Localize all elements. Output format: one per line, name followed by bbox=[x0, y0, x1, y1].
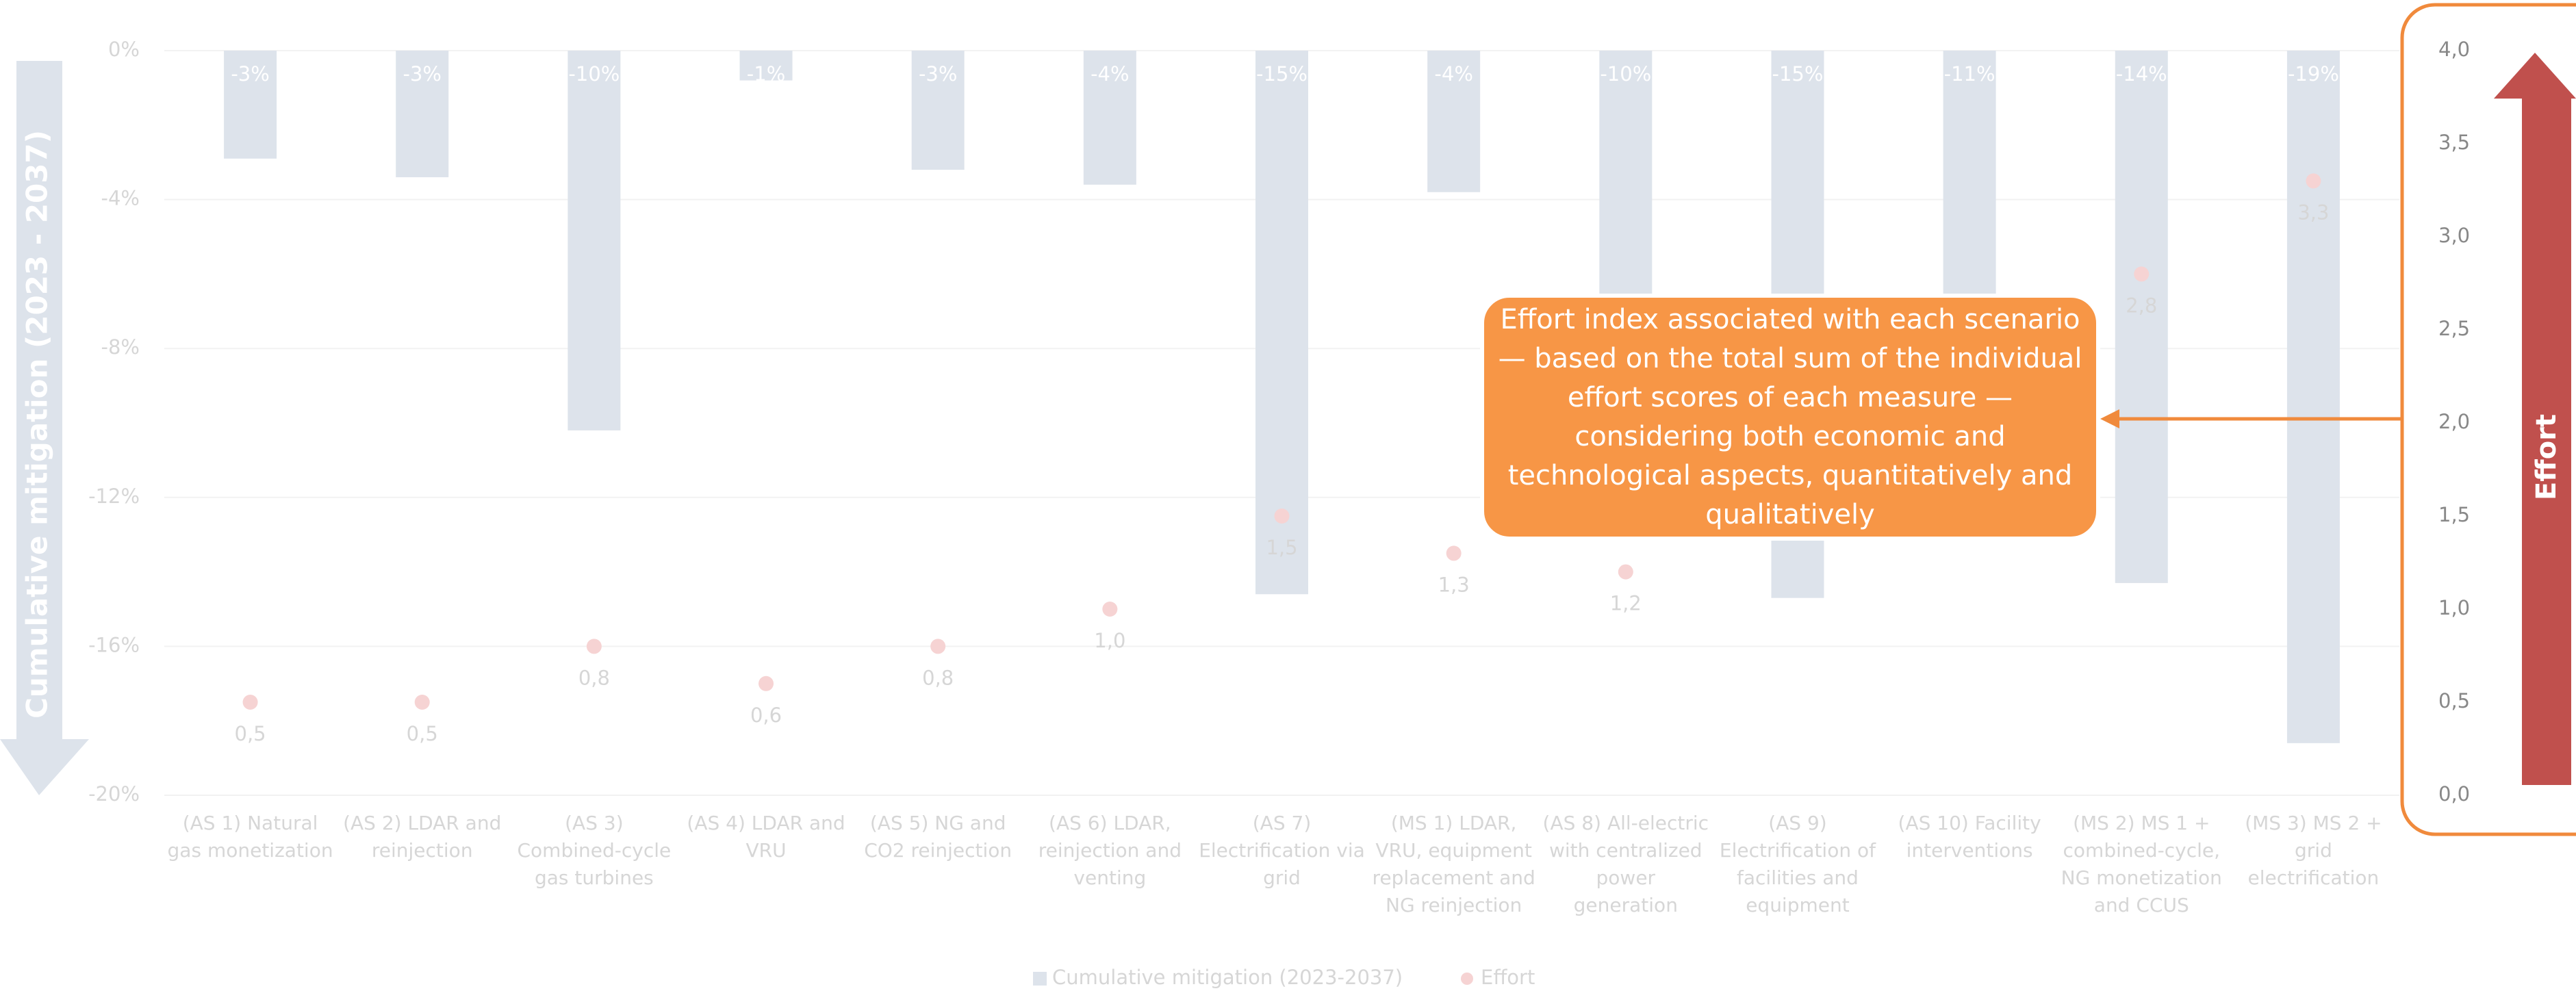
bar bbox=[1255, 51, 1308, 595]
callout-arrowhead bbox=[2100, 409, 2119, 428]
y2-tick-label: 1,5 bbox=[2438, 503, 2470, 526]
bar-value-label: -3% bbox=[919, 62, 957, 86]
y-tick-label: 0% bbox=[108, 38, 140, 61]
bar-value-label: -19% bbox=[2288, 62, 2339, 86]
y-axis-label: Cumulative mitigation (2023 - 2037) bbox=[21, 130, 54, 719]
y2-tick-label: 3,5 bbox=[2438, 131, 2470, 154]
x-tick-label: (MS 2) MS 1 + combined-cycle, NG monetiz… bbox=[2061, 812, 2222, 916]
y-tick-label: -16% bbox=[88, 633, 140, 656]
y-tick-label: -12% bbox=[88, 485, 140, 508]
y-tick-label: -8% bbox=[101, 335, 140, 359]
legend-swatch bbox=[1033, 972, 1047, 986]
effort-value-label: 0,5 bbox=[407, 722, 438, 745]
bar-value-label: -15% bbox=[1256, 62, 1308, 86]
y2-tick-label: 4,0 bbox=[2438, 38, 2470, 61]
left-arrow bbox=[0, 61, 89, 795]
y2-tick-label: 0,5 bbox=[2438, 689, 2470, 712]
legend-label: Effort bbox=[1481, 966, 1535, 989]
x-tick-label: (AS 8) All-electric with centralized pow… bbox=[1542, 812, 1709, 916]
x-tick-label: (AS 4) LDAR and VRU bbox=[687, 812, 845, 862]
bar-value-label: -4% bbox=[1091, 62, 1129, 86]
effort-point bbox=[758, 675, 774, 691]
effort-point bbox=[414, 695, 430, 710]
effort-point bbox=[1618, 564, 1633, 580]
y2-tick-label: 2,5 bbox=[2438, 317, 2470, 340]
x-tick-label: (MS 1) LDAR, VRU, equipment replacement … bbox=[1372, 812, 1535, 916]
effort-point bbox=[586, 639, 602, 654]
y2-axis-label: Effort bbox=[2531, 414, 2562, 500]
y-tick-label: -4% bbox=[101, 187, 140, 210]
callout: Effort index associated with each scenar… bbox=[1498, 303, 2082, 530]
effort-value-label: 3,3 bbox=[2297, 201, 2329, 224]
y-axis-arrow: Cumulative mitigation (2023 - 2037) bbox=[0, 61, 89, 795]
bar-value-label: -3% bbox=[231, 62, 269, 86]
bar-value-label: -10% bbox=[568, 62, 620, 86]
bar-value-label: -15% bbox=[1772, 62, 1824, 86]
y-tick-label: -20% bbox=[88, 782, 140, 806]
x-tick-label: (AS 3) Combined-cycle gas turbines bbox=[517, 812, 672, 889]
x-tick-label: (AS 9) Electrification of facilities and… bbox=[1719, 812, 1876, 916]
effort-value-label: 2,8 bbox=[2126, 294, 2157, 317]
bar bbox=[2286, 51, 2340, 743]
bar bbox=[739, 51, 793, 81]
bar bbox=[2115, 51, 2168, 583]
y2-tick-label: 2,0 bbox=[2438, 410, 2470, 433]
bar-value-label: -10% bbox=[1600, 62, 1651, 86]
effort-point bbox=[242, 695, 258, 710]
effort-value-label: 0,8 bbox=[578, 666, 610, 689]
bar bbox=[396, 51, 449, 177]
bar-value-label: -11% bbox=[1944, 62, 1995, 86]
bar-value-label: -1% bbox=[747, 62, 785, 86]
effort-point bbox=[2134, 266, 2150, 282]
effort-point bbox=[1446, 545, 1462, 561]
effort-value-label: 1,2 bbox=[1610, 592, 1642, 615]
effort-point bbox=[1274, 509, 1290, 524]
x-tick-label: (AS 6) LDAR, reinjection and venting bbox=[1038, 812, 1182, 889]
bar bbox=[1427, 51, 1481, 192]
x-tick-label: (AS 5) NG and CO2 reinjection bbox=[864, 812, 1012, 862]
x-tick-label: (AS 2) LDAR and reinjection bbox=[343, 812, 502, 862]
legend-label: Cumulative mitigation (2023-2037) bbox=[1052, 966, 1403, 989]
effort-value-label: 1,3 bbox=[1438, 573, 1470, 596]
x-tick-label: (AS 7) Electrification via grid bbox=[1199, 812, 1365, 889]
bar bbox=[224, 51, 277, 159]
bar bbox=[568, 51, 621, 430]
effort-value-label: 0,5 bbox=[235, 722, 266, 745]
bar bbox=[1083, 51, 1136, 185]
x-tick-label: (AS 10) Facility interventions bbox=[1898, 812, 2041, 862]
y2-tick-label: 0,0 bbox=[2438, 782, 2470, 806]
bar bbox=[911, 51, 965, 170]
annotation: Effort index associated with each scenar… bbox=[1498, 303, 2082, 530]
x-tick-label: (MS 3) MS 2 + grid electrification bbox=[2245, 812, 2382, 889]
y2-tick-label: 1,0 bbox=[2438, 596, 2470, 619]
effort-point bbox=[1102, 602, 1118, 617]
effort-value-label: 1,0 bbox=[1094, 629, 1125, 652]
right-arrow bbox=[2494, 53, 2576, 785]
y2-axis-frame: Effort bbox=[2400, 3, 2576, 836]
x-tick-label: (AS 1) Natural gas monetization bbox=[167, 812, 333, 862]
effort-point bbox=[2306, 173, 2321, 189]
bar-value-label: -3% bbox=[403, 62, 441, 86]
effort-value-label: 0,6 bbox=[750, 704, 782, 727]
bar-value-label: -14% bbox=[2116, 62, 2167, 86]
bar-value-label: -4% bbox=[1434, 62, 1472, 86]
effort-value-label: 0,8 bbox=[922, 666, 954, 689]
effort-point bbox=[930, 639, 946, 654]
legend-swatch bbox=[1461, 973, 1473, 985]
effort-value-label: 1,5 bbox=[1266, 536, 1297, 559]
y2-tick-label: 3,0 bbox=[2438, 224, 2470, 247]
callout-box bbox=[1480, 294, 2100, 541]
